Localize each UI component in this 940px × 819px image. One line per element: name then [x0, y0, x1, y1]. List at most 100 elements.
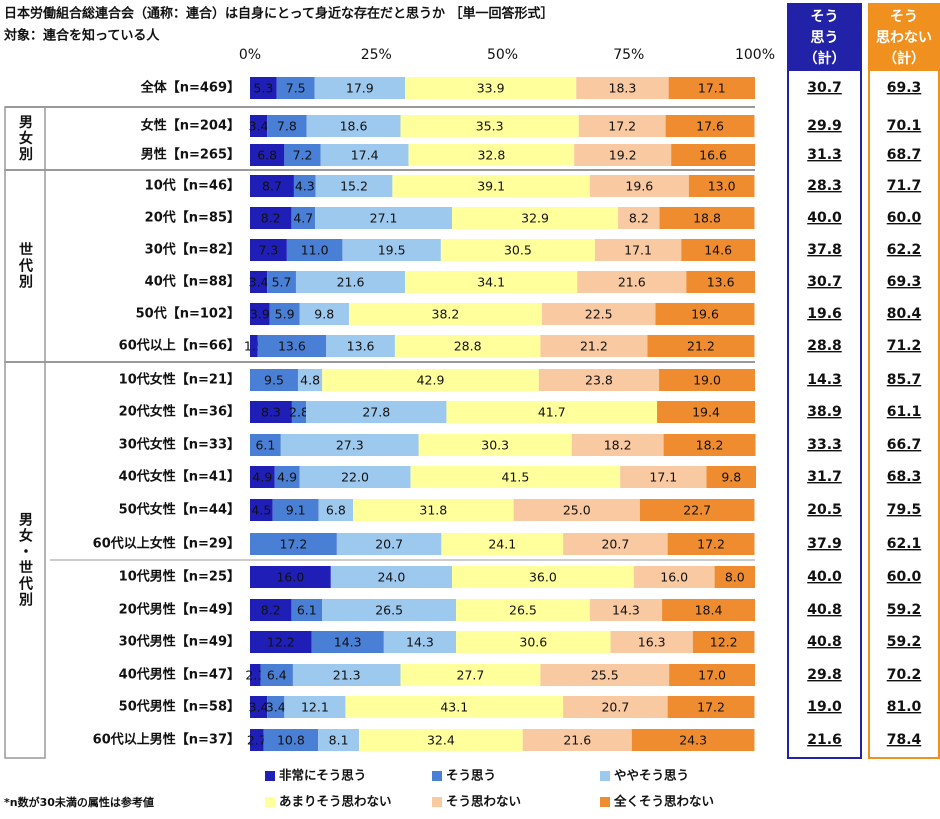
bar-segment	[540, 335, 648, 357]
bar-segment	[250, 303, 270, 325]
value-label: 17.2	[280, 537, 308, 552]
value-label: 8.3	[261, 405, 281, 420]
value-label: 31.8	[419, 503, 447, 518]
legend-swatch	[265, 797, 275, 807]
total-value: 38.9	[807, 404, 842, 420]
bar-segment	[267, 115, 307, 137]
total-value: 60.0	[887, 569, 922, 585]
bar-segment	[513, 499, 640, 521]
value-label: 17.1	[698, 81, 726, 96]
value-label: 20.7	[375, 537, 403, 552]
bar-segment	[297, 369, 323, 391]
bar-segment	[714, 566, 755, 588]
value-label: 16.0	[276, 570, 304, 585]
bar-segment	[250, 77, 277, 99]
total-value: 40.8	[807, 634, 842, 650]
value-label: 12.1	[301, 700, 329, 715]
bar-segment	[662, 599, 755, 621]
bar-segment	[665, 115, 755, 137]
value-label: 16.6	[699, 148, 727, 163]
row-label: 40代男性【n=47】	[119, 667, 240, 683]
total-value: 59.2	[887, 634, 922, 650]
value-label: 27.3	[336, 438, 364, 453]
row-label: 全体【n=469】	[140, 80, 240, 96]
value-label: 26.5	[375, 603, 403, 618]
bar-segment	[589, 599, 663, 621]
x-tick-label: 50%	[487, 47, 518, 63]
value-label: 25.0	[563, 503, 591, 518]
x-tick-label: 0%	[239, 47, 261, 63]
value-label: 20.7	[601, 537, 629, 552]
value-label: 6.1	[255, 438, 275, 453]
value-label: 7.5	[286, 81, 306, 96]
value-label: 13.6	[707, 275, 735, 290]
total-header-label: そう	[890, 9, 918, 25]
total-value: 71.7	[887, 178, 922, 194]
total-value: 69.3	[887, 274, 922, 290]
total-value: 14.3	[807, 372, 842, 388]
value-label: 25.5	[591, 668, 619, 683]
value-label: 10.8	[277, 733, 305, 748]
value-label: 4.9	[277, 470, 297, 485]
total-value: 21.6	[807, 732, 842, 748]
value-label: 4.8	[300, 373, 320, 388]
total-value: 71.2	[887, 338, 922, 354]
bar-segment	[446, 401, 658, 423]
total-value: 79.5	[887, 502, 922, 518]
total-value: 33.3	[807, 437, 842, 453]
value-label: 32.8	[477, 148, 505, 163]
total-column	[787, 69, 862, 759]
bar-segment	[540, 664, 670, 686]
bar-segment	[620, 466, 707, 488]
row-label: 10代【n=46】	[145, 178, 240, 194]
bar-segment	[250, 335, 258, 357]
total-value: 60.0	[887, 210, 922, 226]
bar-segment	[293, 175, 316, 197]
bar-segment	[320, 144, 409, 166]
bar-segment	[274, 466, 300, 488]
value-label: 26.5	[509, 603, 537, 618]
value-label: 21.2	[687, 339, 715, 354]
bar-segment	[267, 696, 285, 718]
value-label: 38.2	[432, 307, 460, 322]
bar-segment	[280, 434, 419, 456]
value-label: 27.7	[457, 668, 485, 683]
total-value: 68.7	[887, 147, 922, 163]
bar-segment	[686, 271, 755, 293]
bar-segment	[299, 303, 349, 325]
bar-segment	[311, 631, 384, 653]
value-label: 43.1	[440, 700, 468, 715]
row-label: 60代以上女性【n=29】	[93, 536, 240, 552]
bar-segment	[706, 466, 757, 488]
bar-segment	[456, 599, 590, 621]
value-label: 4.9	[252, 470, 272, 485]
value-label: 14.3	[406, 635, 434, 650]
total-value: 29.8	[807, 667, 842, 683]
bar-segment	[292, 664, 401, 686]
group-label: 男女・世代別	[17, 512, 34, 608]
value-label: 18.6	[340, 119, 368, 134]
value-label: 23.8	[585, 373, 613, 388]
total-header-label: 思わない	[876, 30, 932, 46]
total-value: 28.8	[807, 338, 842, 354]
bar-segment	[284, 696, 346, 718]
value-label: 5.7	[272, 275, 292, 290]
total-value: 40.0	[807, 210, 842, 226]
value-label: 12.2	[710, 635, 738, 650]
value-label: 13.6	[278, 339, 306, 354]
bar-segment	[291, 207, 316, 229]
value-label: 13.6	[347, 339, 375, 354]
bar-segment	[410, 466, 621, 488]
bar-segment	[383, 631, 457, 653]
bar-segment	[250, 239, 287, 261]
value-label: 8.7	[262, 179, 282, 194]
value-label: 30.6	[519, 635, 547, 650]
bar-segment	[440, 239, 595, 261]
value-label: 19.4	[692, 405, 720, 420]
bar-segment	[342, 239, 441, 261]
row-label: 50代女性【n=44】	[119, 502, 240, 518]
total-value: 37.8	[807, 242, 842, 258]
chart-subtitle: 対象：連合を知っている人	[3, 28, 160, 44]
total-value: 29.9	[807, 118, 842, 134]
bar-segment	[250, 207, 292, 229]
